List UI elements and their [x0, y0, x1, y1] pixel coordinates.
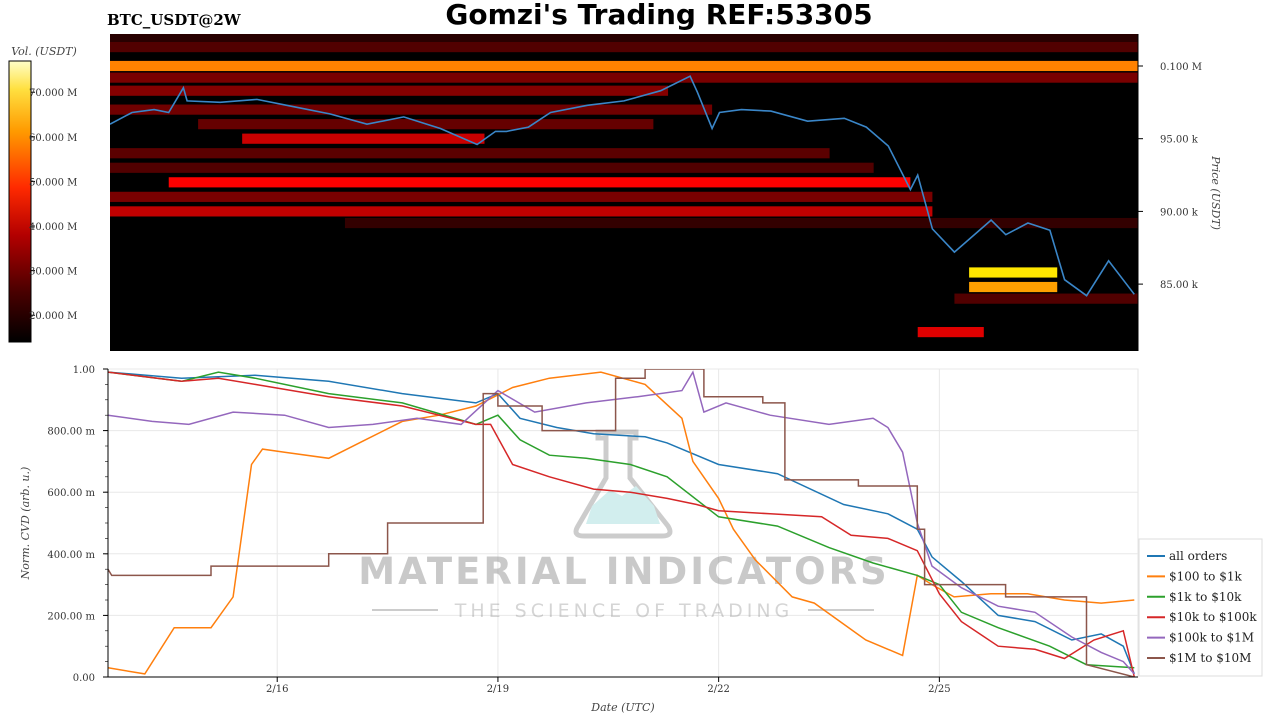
cvd-y-tick-label: 400.00 m: [47, 550, 95, 561]
heat-band: [110, 206, 933, 217]
heat-band: [110, 72, 1138, 83]
cvd-x-tick-label: 2/25: [928, 684, 950, 695]
cvd-y-tick-label: 0.00: [73, 673, 95, 684]
heat-band: [110, 104, 713, 115]
legend-label: $100k to $1M: [1169, 631, 1254, 645]
colorbar-tick-label: 40.000 M: [29, 222, 77, 233]
colorbar-tick-label: 60.000 M: [29, 133, 77, 144]
cvd-y-axis-label: Norm. CVD (arb. u.): [19, 467, 32, 581]
page-title: Gomzi's Trading REF:53305: [445, 0, 872, 31]
cvd-series-line: [108, 370, 1135, 675]
colorbar-tick-label: 20.000 M: [29, 311, 77, 322]
price-tick-label: 0.100 M: [1160, 62, 1202, 73]
heat-band: [954, 293, 1138, 304]
cvd-series-line: [108, 371, 1135, 675]
cvd-series-line: [108, 369, 1135, 677]
heat-band: [110, 162, 874, 173]
legend: all orders $100 to $1k $1k to $10k $10k to …: [1138, 538, 1263, 677]
heat-band: [168, 177, 911, 188]
heat-band: [969, 281, 1058, 293]
legend-label: all orders: [1169, 549, 1227, 563]
heat-band: [242, 133, 485, 144]
flask-icon: [573, 429, 673, 539]
colorbar-tick-label: 50.000 M: [29, 177, 77, 188]
price-tick-label: 95.00 k: [1160, 135, 1199, 146]
heat-band: [917, 327, 984, 338]
colorbar-label: Vol. (USDT): [11, 45, 77, 58]
watermark-tagline: THE SCIENCE OF TRADING: [454, 600, 794, 622]
cvd-x-tick-label: 2/19: [487, 684, 509, 695]
cvd-series-line: [108, 371, 1135, 675]
heat-band: [110, 191, 933, 202]
price-tick-label: 90.00 k: [1160, 207, 1199, 218]
legend-box: [1138, 538, 1263, 677]
cvd-y-tick-label: 200.00 m: [47, 611, 95, 622]
heatmap-y-axis-label: Price (USDT): [1209, 155, 1222, 230]
cvd-series-line: [108, 371, 1136, 677]
price-tick-label: 85.00 k: [1160, 280, 1199, 291]
legend-label: $1k to $10k: [1169, 590, 1242, 604]
watermark: MATERIAL INDICATORS THE SCIENCE OF TRADI…: [358, 429, 889, 622]
cvd-y-tick-label: 600.00 m: [47, 488, 95, 499]
colorbar: Vol. (USDT) 20.000 M 30.000 M 40.000 M 50.0…: [8, 45, 77, 343]
cvd-y-tick-label: 800.00 m: [47, 427, 95, 438]
heat-band: [344, 217, 1138, 229]
heat-band: [969, 267, 1058, 278]
cvd-x-tick-label: 2/22: [707, 684, 729, 695]
watermark-brand: MATERIAL INDICATORS: [358, 550, 889, 593]
cvd-series-line: [108, 371, 1135, 669]
legend-label: $1M to $10M: [1169, 651, 1251, 665]
symbol-label: BTC_USDT@2W: [107, 11, 242, 29]
heatmap-panel: 85.00 k 90.00 k 95.00 k 0.100 M Price (USDT…: [110, 34, 1222, 351]
cvd-x-tick-label: 2/16: [266, 684, 288, 695]
cvd-y-tick-label: 1.00: [73, 365, 95, 376]
heat-band: [110, 85, 669, 96]
price-series-line: [110, 75, 1135, 297]
colorbar-gradient: [8, 60, 32, 343]
colorbar-tick-label: 70.000 M: [29, 88, 77, 99]
cvd-panel: MATERIAL INDICATORS THE SCIENCE OF TRADI…: [19, 365, 1263, 714]
cvd-x-axis-label: Date (UTC): [590, 701, 654, 714]
heat-band: [110, 41, 1138, 53]
heat-band: [110, 60, 1138, 72]
colorbar-tick-label: 30.000 M: [29, 267, 77, 278]
legend-label: $100 to $1k: [1169, 569, 1242, 583]
legend-label: $10k to $100k: [1169, 610, 1257, 624]
heat-band: [110, 148, 830, 159]
heat-band: [110, 34, 1138, 42]
